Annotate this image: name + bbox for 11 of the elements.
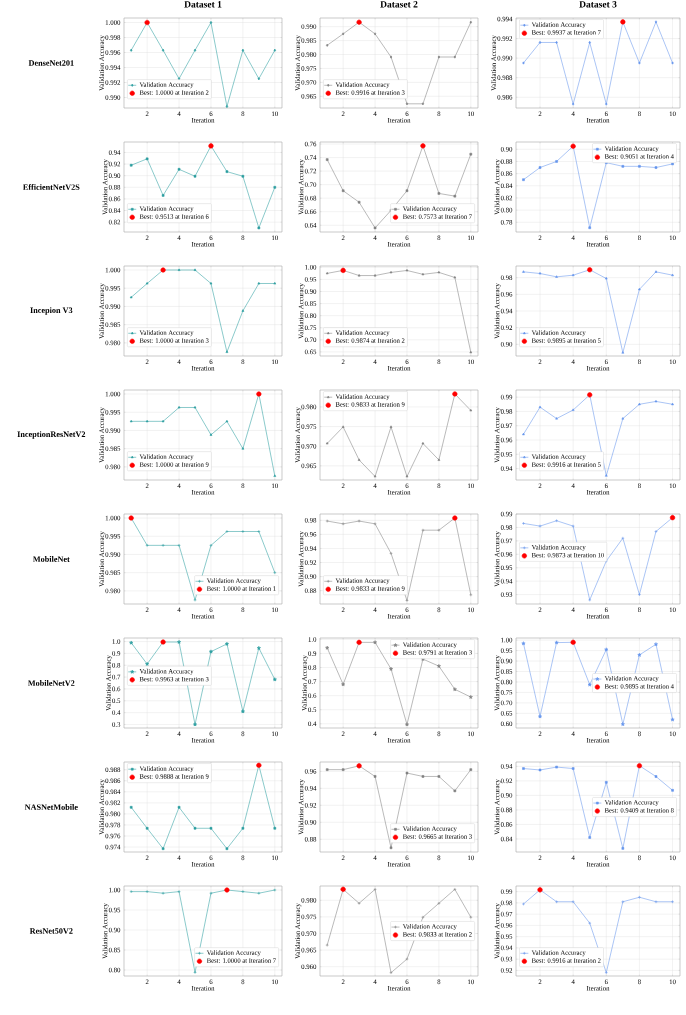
- text: MobileNetV2: [28, 680, 75, 686]
- text: InceptionResNetV2: [17, 431, 86, 439]
- text: MobileNet: [33, 556, 70, 562]
- text: DenseNet201: [28, 60, 74, 66]
- text: ResNet50V2: [29, 928, 73, 934]
- text: Incepion V3: [30, 307, 73, 315]
- chart-title: Dataset 2: [380, 1, 418, 8]
- chart-title: Dataset 1: [184, 1, 222, 8]
- text: EfficientNetV2S: [23, 184, 80, 190]
- text: NASNetMobile: [24, 804, 78, 810]
- chart-title: Dataset 3: [579, 1, 617, 8]
